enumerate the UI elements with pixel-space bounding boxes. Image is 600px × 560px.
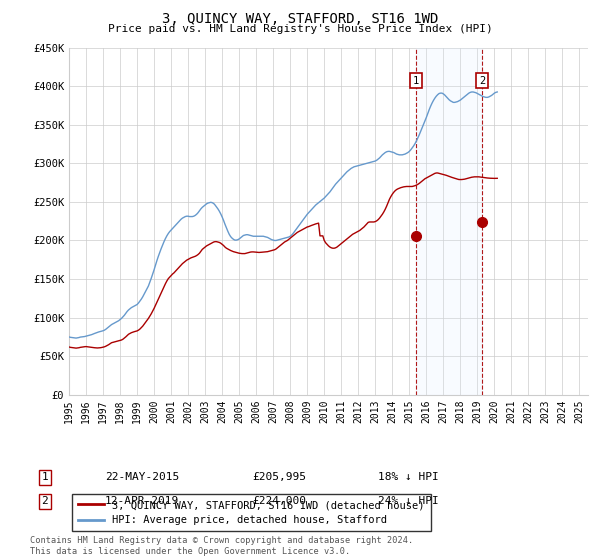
Text: 22-MAY-2015: 22-MAY-2015: [105, 472, 179, 482]
Text: Contains HM Land Registry data © Crown copyright and database right 2024.
This d: Contains HM Land Registry data © Crown c…: [30, 536, 413, 556]
Text: £224,000: £224,000: [252, 496, 306, 506]
Text: 2: 2: [479, 76, 485, 86]
Text: 3, QUINCY WAY, STAFFORD, ST16 1WD: 3, QUINCY WAY, STAFFORD, ST16 1WD: [162, 12, 438, 26]
Text: 1: 1: [41, 472, 49, 482]
Text: 2: 2: [41, 496, 49, 506]
Text: 18% ↓ HPI: 18% ↓ HPI: [378, 472, 439, 482]
Text: Price paid vs. HM Land Registry's House Price Index (HPI): Price paid vs. HM Land Registry's House …: [107, 24, 493, 34]
Bar: [416, 48, 482, 395]
Text: £205,995: £205,995: [252, 472, 306, 482]
Text: 1: 1: [413, 76, 419, 86]
Text: 12-APR-2019: 12-APR-2019: [105, 496, 179, 506]
Legend: 3, QUINCY WAY, STAFFORD, ST16 1WD (detached house), HPI: Average price, detached: 3, QUINCY WAY, STAFFORD, ST16 1WD (detac…: [71, 494, 431, 531]
Text: 24% ↓ HPI: 24% ↓ HPI: [378, 496, 439, 506]
